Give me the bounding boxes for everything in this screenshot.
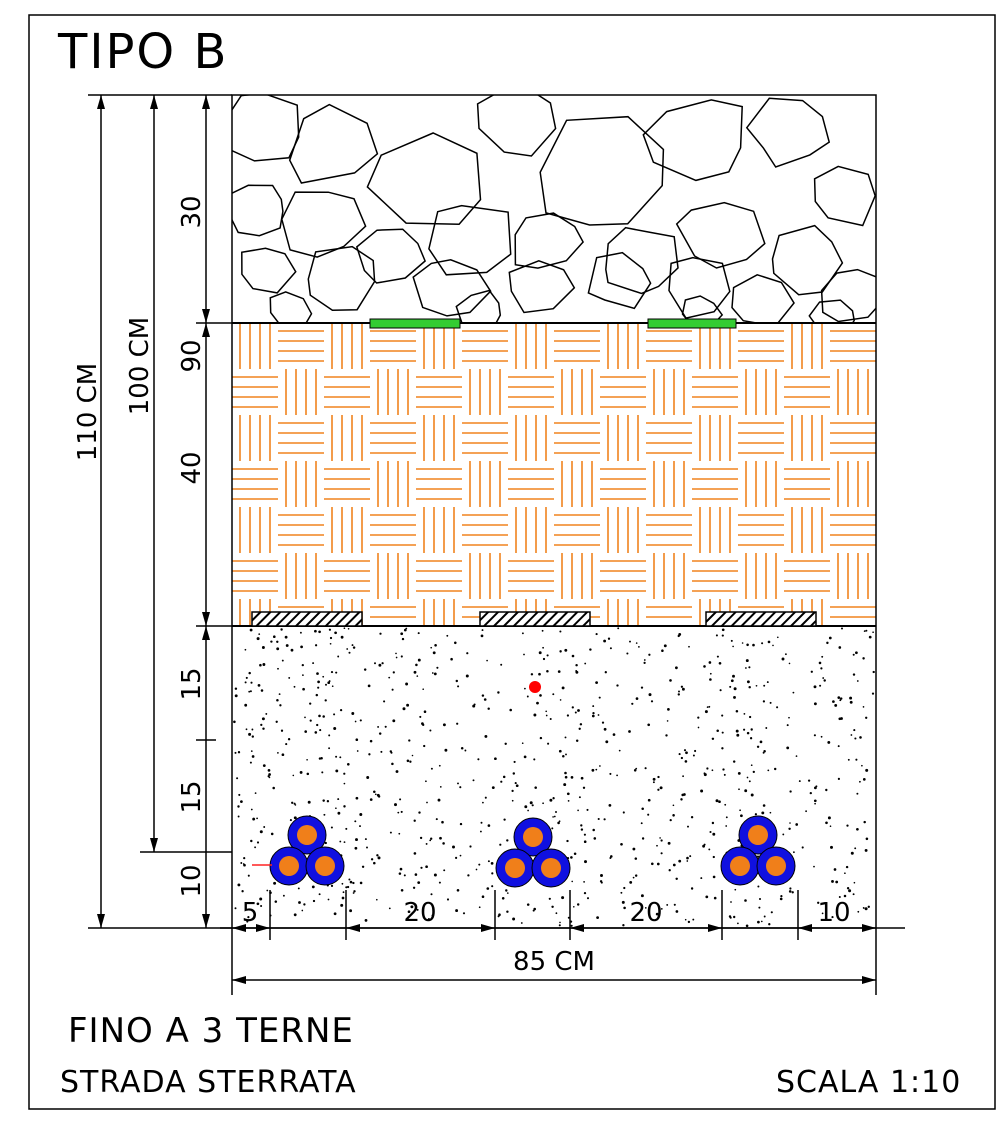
label-sand-middle: 15	[177, 780, 207, 813]
gravel-layer	[232, 95, 876, 323]
caption-scale: SCALA 1:10	[776, 1065, 961, 1100]
label-marker-depth: 90	[177, 339, 207, 372]
label-spacing-right: 10	[817, 898, 850, 928]
label-spacing-left: 5	[242, 898, 259, 928]
cable-core	[730, 856, 750, 876]
fill-layer	[232, 323, 876, 626]
cable-core	[748, 825, 768, 845]
cable-group-2	[495, 817, 571, 888]
sand-layer	[233, 627, 875, 928]
sensor-dot	[529, 681, 541, 693]
caption-line-1: FINO A 3 TERNE	[68, 1011, 354, 1051]
cable-core	[297, 825, 317, 845]
cable-core	[505, 858, 525, 878]
label-spacing-2: 20	[629, 898, 662, 928]
label-sand-lower: 10	[177, 864, 207, 897]
trench-outline	[231, 94, 877, 929]
label-sand-upper: 15	[177, 667, 207, 700]
protection-slab-1	[251, 611, 363, 627]
drawing-title: TIPO B	[57, 24, 228, 80]
protection-slab-2	[479, 611, 591, 627]
caption-line-2: STRADA STERRATA	[60, 1065, 357, 1100]
cable-core	[315, 856, 335, 876]
cable-core	[541, 858, 561, 878]
cable-core	[766, 856, 786, 876]
warning-tape-right	[647, 318, 737, 329]
label-spacing-1: 20	[403, 898, 436, 928]
label-trench-width: 85 CM	[513, 947, 595, 977]
cable-group-1	[269, 815, 345, 886]
label-fill-thickness: 40	[177, 451, 207, 484]
cable-group-3	[720, 815, 796, 886]
label-cable-depth: 100 CM	[125, 317, 155, 415]
label-gravel-thickness: 30	[177, 195, 207, 228]
cable-core	[523, 827, 543, 847]
warning-tape-left	[369, 318, 461, 329]
protection-slab-3	[705, 611, 817, 627]
drawing-frame	[28, 14, 996, 1110]
cable-core	[279, 856, 299, 876]
label-total-depth: 110 CM	[73, 363, 103, 461]
